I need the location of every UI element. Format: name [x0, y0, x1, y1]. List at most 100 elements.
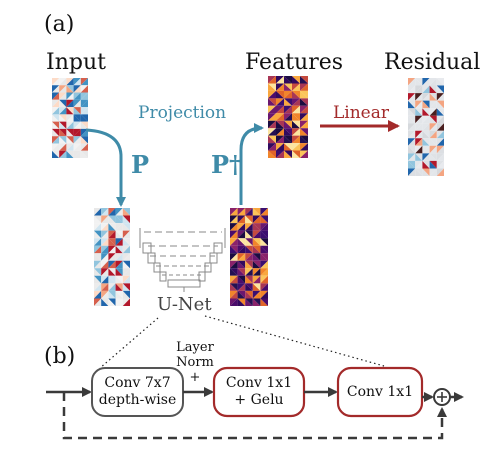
mesh-triangle — [276, 83, 284, 91]
mesh-triangle — [52, 85, 60, 93]
mesh-triangle — [73, 136, 81, 144]
mesh-triangle — [52, 92, 60, 100]
mesh-triangle — [422, 145, 430, 154]
mesh-triangle — [59, 78, 67, 86]
mesh-triangle — [292, 128, 300, 136]
mesh-triangle — [94, 245, 102, 254]
mesh-triangle — [59, 121, 67, 129]
mesh-triangle — [66, 150, 74, 158]
mesh-triangle — [230, 230, 238, 239]
mesh-triangle — [300, 90, 308, 99]
mesh-triangle — [284, 76, 292, 84]
mesh-triangle — [408, 145, 416, 154]
mesh-triangle — [101, 290, 109, 299]
mesh-triangle — [408, 160, 416, 169]
mesh-triangle — [252, 260, 261, 269]
mesh-triangle — [252, 215, 261, 224]
mesh-triangle — [101, 230, 109, 239]
layer-norm-line2: Norm — [176, 355, 214, 370]
mesh-triangle — [101, 245, 109, 254]
mesh-triangle — [115, 290, 123, 299]
mesh-triangle — [122, 230, 130, 239]
mesh-triangle — [422, 153, 430, 161]
mesh-triangle — [422, 93, 430, 101]
mesh-triangle — [284, 135, 292, 144]
mesh-triangle — [66, 78, 74, 86]
mesh-triangle — [429, 145, 437, 154]
mesh-triangle — [59, 114, 67, 122]
mesh-triangle — [415, 93, 423, 101]
mesh-triangle — [230, 245, 238, 254]
mesh-triangle — [73, 128, 81, 137]
mesh-triangle — [300, 83, 308, 91]
mesh-triangle — [66, 92, 74, 100]
mesh-triangle — [268, 105, 276, 114]
mesh-triangle — [252, 298, 261, 306]
mesh-triangle — [429, 78, 437, 86]
mesh-triangle — [230, 275, 238, 284]
mesh-triangle — [429, 108, 437, 116]
mesh-triangle — [237, 275, 246, 284]
mesh-triangle — [237, 223, 246, 231]
mesh-triangle — [66, 143, 74, 151]
mesh-triangle — [101, 298, 109, 306]
mesh-triangle — [252, 238, 261, 246]
mesh-triangle — [94, 275, 102, 284]
mesh-triangle — [122, 253, 130, 261]
mesh-triangle — [245, 253, 253, 261]
mesh-triangle — [108, 230, 116, 239]
mesh-triangle — [292, 143, 300, 151]
mesh-triangle — [252, 223, 261, 231]
mesh-triangle — [66, 107, 74, 115]
mesh-triangle — [260, 290, 268, 299]
residual-title: Residual — [384, 50, 481, 75]
mesh-triangle — [408, 93, 416, 101]
mesh-triangle — [252, 283, 261, 291]
mesh-triangle — [115, 268, 123, 276]
mesh-triangle — [245, 253, 253, 261]
input-title: Input — [46, 50, 106, 75]
mesh-triangle — [260, 223, 268, 231]
mesh-triangle — [237, 283, 246, 291]
mesh-triangle — [73, 99, 81, 108]
features-title: Features — [245, 50, 344, 75]
mesh-triangle — [108, 230, 116, 239]
mesh-triangle — [122, 290, 130, 299]
mesh-triangle — [59, 78, 67, 86]
mesh-triangle — [436, 138, 444, 146]
mesh-triangle — [115, 208, 123, 216]
mesh-triangle — [73, 107, 81, 115]
mesh-triangle — [122, 290, 130, 299]
mesh-triangle — [292, 76, 300, 84]
mesh-triangle — [66, 136, 74, 144]
mesh-triangle — [260, 298, 268, 306]
mesh-triangle — [101, 223, 109, 231]
mesh-triangle — [108, 268, 116, 276]
mesh-triangle — [415, 130, 423, 139]
mesh-triangle — [415, 115, 423, 124]
mesh-triangle — [284, 150, 292, 158]
mesh-triangle — [52, 78, 60, 86]
mesh-triangle — [122, 268, 130, 276]
mesh-triangle — [59, 136, 67, 144]
unet-output-mesh-image — [230, 208, 268, 306]
mesh-triangle — [52, 121, 60, 129]
mesh-triangle — [237, 298, 246, 306]
mesh-triangle — [122, 298, 130, 306]
mesh-triangle — [52, 143, 60, 151]
mesh-triangle — [101, 253, 109, 261]
mesh-triangle — [422, 115, 430, 124]
mesh-triangle — [122, 223, 130, 231]
mesh-triangle — [73, 92, 81, 100]
mesh-triangle — [230, 230, 238, 239]
mesh-triangle — [252, 253, 261, 261]
mesh-triangle — [292, 120, 300, 129]
mesh-triangle — [415, 168, 423, 176]
mesh-triangle — [300, 113, 308, 121]
mesh-triangle — [300, 105, 308, 114]
mesh-triangle — [429, 115, 437, 124]
mesh-triangle — [268, 120, 276, 129]
mesh-triangle — [252, 283, 261, 291]
mesh-triangle — [52, 128, 60, 137]
mesh-triangle — [80, 128, 88, 137]
